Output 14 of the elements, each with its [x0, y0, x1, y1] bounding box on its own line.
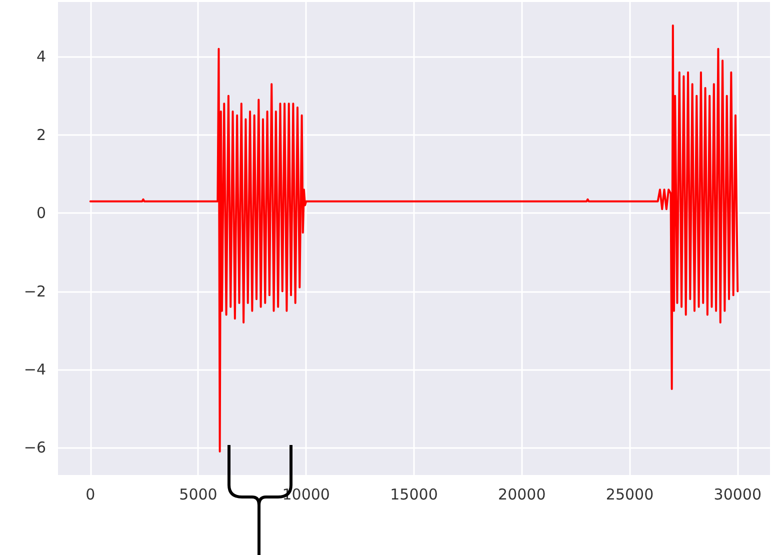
x-tick-label: 5000: [179, 486, 218, 504]
line-series: [89, 24, 739, 453]
x-tick-label: 25000: [606, 486, 654, 504]
x-tick-label: 15000: [390, 486, 438, 504]
x-tick-label: 10000: [282, 486, 330, 504]
y-tick-label: −6: [24, 438, 46, 457]
y-tick-label: −2: [24, 282, 46, 300]
x-tick-label: 30000: [714, 486, 762, 504]
x-tick-label: 20000: [498, 486, 546, 504]
y-tick-label: 0: [36, 204, 46, 222]
x-tick-label: 0: [86, 486, 96, 504]
y-tick-label: −4: [24, 360, 46, 378]
y-tick-label: 2: [36, 126, 46, 144]
y-tick-label: 4: [36, 48, 46, 66]
